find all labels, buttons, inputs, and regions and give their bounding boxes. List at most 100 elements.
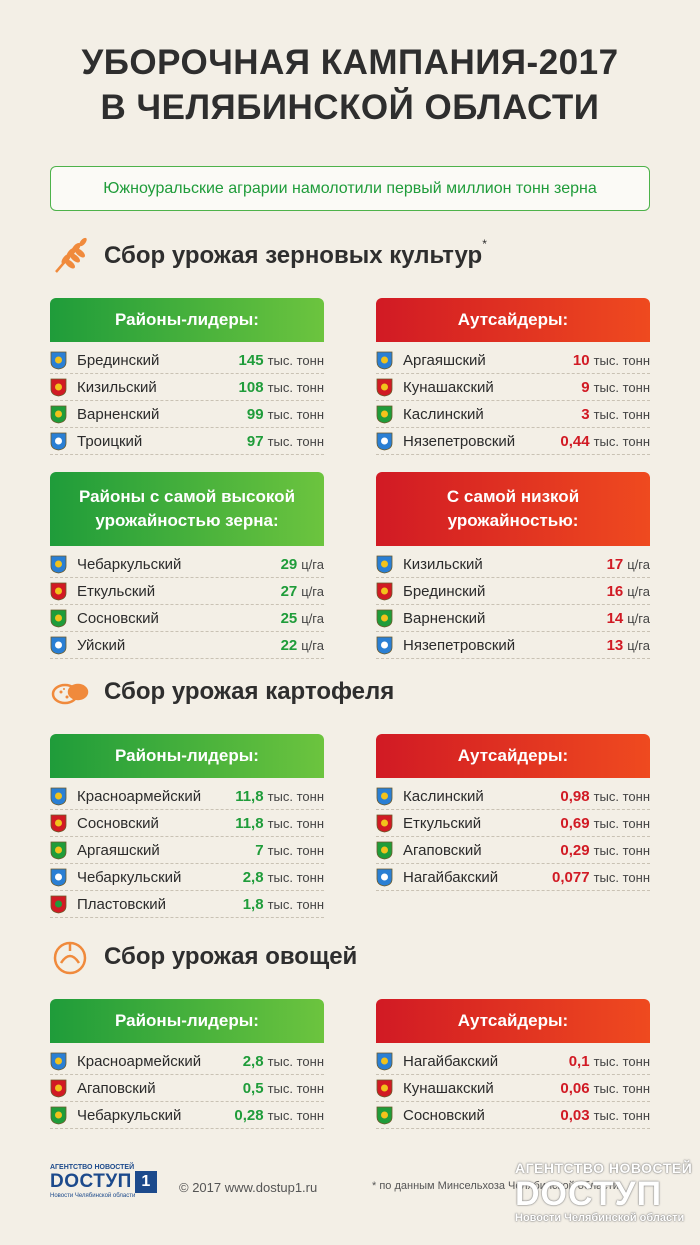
district-unit: тыс. тонн bbox=[267, 433, 324, 449]
logo-badge: 1 bbox=[134, 1171, 157, 1193]
district-unit: тыс. тонн bbox=[267, 1053, 324, 1069]
district-name: Нагайбакский bbox=[403, 1052, 499, 1070]
district-name: Сосновский bbox=[77, 814, 159, 832]
district-name: Агаповский bbox=[403, 841, 482, 859]
district-name: Брединский bbox=[403, 582, 486, 600]
district-value: 0,06 bbox=[560, 1079, 590, 1097]
district-name: Чебаркульский bbox=[77, 868, 182, 886]
district-crest-icon bbox=[376, 868, 393, 886]
district-crest-icon bbox=[376, 1106, 393, 1124]
district-value: 27 bbox=[280, 582, 298, 600]
district-crest-icon bbox=[50, 868, 67, 886]
district-unit: ц/га bbox=[301, 556, 324, 572]
district-unit: тыс. тонн bbox=[267, 1080, 324, 1096]
table-row: Варненский 99 тыс. тонн bbox=[50, 401, 324, 428]
district-value: 99 bbox=[246, 405, 264, 423]
watermark-top-text: АГЕНТСТВО НОВОСТЕЙ bbox=[515, 1160, 693, 1176]
district-value: 7 bbox=[255, 841, 264, 859]
district-value: 13 bbox=[606, 636, 624, 654]
panel-header: Аутсайдеры: bbox=[376, 298, 650, 342]
district-crest-icon bbox=[376, 1079, 393, 1097]
district-name: Кунашакский bbox=[403, 378, 494, 396]
district-crest-icon bbox=[376, 582, 393, 600]
district-unit: ц/га bbox=[627, 583, 650, 599]
watermark-sub-text: Новости Челябинской области bbox=[515, 1212, 685, 1224]
district-crest-icon bbox=[50, 1106, 67, 1124]
district-crest-icon bbox=[50, 405, 67, 423]
district-name: Варненский bbox=[403, 609, 486, 627]
district-value: 16 bbox=[606, 582, 624, 600]
district-value: 11,8 bbox=[235, 787, 264, 805]
subtitle-box: Южноуральские аграрии намолотили первый … bbox=[50, 166, 650, 211]
district-value: 97 bbox=[246, 432, 264, 450]
grain-section-title: Сбор урожая зерновых культур* bbox=[104, 237, 487, 269]
district-name: Троицкий bbox=[77, 432, 143, 450]
potato-icon bbox=[51, 683, 89, 705]
district-crest-icon bbox=[50, 1052, 67, 1070]
district-name: Нязепетровский bbox=[403, 636, 516, 654]
district-name: Аргаяшский bbox=[77, 841, 160, 859]
table-row: Чебаркульский 0,28 тыс. тонн bbox=[50, 1102, 324, 1129]
district-name: Чебаркульский bbox=[77, 1106, 182, 1124]
panel-header-line-1: С самой низкой bbox=[446, 487, 580, 506]
district-value: 0,29 bbox=[560, 841, 590, 859]
district-unit: тыс. тонн bbox=[267, 896, 324, 912]
panel-header: С самой низкой урожайностью: bbox=[376, 472, 650, 546]
district-name: Красноармейский bbox=[77, 787, 202, 805]
district-unit: ц/га bbox=[627, 637, 650, 653]
district-crest-icon bbox=[376, 405, 393, 423]
district-value: 0,5 bbox=[242, 1079, 264, 1097]
district-crest-icon bbox=[376, 432, 393, 450]
district-value: 0,69 bbox=[560, 814, 590, 832]
district-value: 2,8 bbox=[242, 1052, 264, 1070]
district-value: 17 bbox=[606, 555, 624, 573]
district-crest-icon bbox=[376, 609, 393, 627]
table-row: Чебаркульский 2,8 тыс. тонн bbox=[50, 864, 324, 891]
table-row: Аргаяшский 10 тыс. тонн bbox=[376, 347, 650, 374]
table-row: Нязепетровский 0,44 тыс. тонн bbox=[376, 428, 650, 455]
table-row: Красноармейский 2,8 тыс. тонн bbox=[50, 1048, 324, 1075]
district-crest-icon bbox=[376, 814, 393, 832]
district-unit: ц/га bbox=[301, 583, 324, 599]
district-crest-icon bbox=[50, 787, 67, 805]
table-row: Пластовский 1,8 тыс. тонн bbox=[50, 891, 324, 918]
footnote-mark: * bbox=[482, 237, 487, 251]
vegetables-leaders-panel: Районы-лидеры: Красноармейский 2,8 тыс. то… bbox=[50, 999, 324, 1129]
table-row: Кизильский 108 тыс. тонн bbox=[50, 374, 324, 401]
potato-outsiders-panel: Аутсайдеры: Каслинский 0,98 тыс. тонн Еткул… bbox=[376, 734, 650, 891]
district-name: Чебаркульский bbox=[77, 555, 182, 573]
panel-header: Районы-лидеры: bbox=[50, 298, 324, 342]
panel-header-line-2: урожайностью зерна: bbox=[95, 511, 279, 530]
district-name: Нагайбакский bbox=[403, 868, 499, 886]
district-value: 29 bbox=[280, 555, 298, 573]
district-unit: тыс. тонн bbox=[267, 352, 324, 368]
source-footnote: * по данным Минсельхоза Челябинской обла… bbox=[372, 1180, 619, 1192]
district-crest-icon bbox=[376, 841, 393, 859]
panel-header: Районы-лидеры: bbox=[50, 999, 324, 1043]
district-unit: тыс. тонн bbox=[593, 1053, 650, 1069]
district-unit: тыс. тонн bbox=[593, 869, 650, 885]
district-unit: ц/га bbox=[627, 610, 650, 626]
table-row: Нязепетровский 13 ц/га bbox=[376, 632, 650, 659]
potato-section-header: Сбор урожая картофеля bbox=[50, 672, 394, 712]
district-unit: тыс. тонн bbox=[267, 815, 324, 831]
district-unit: тыс. тонн bbox=[267, 1107, 324, 1123]
district-value: 1,8 bbox=[242, 895, 264, 913]
table-row: Агаповский 0,29 тыс. тонн bbox=[376, 837, 650, 864]
district-crest-icon bbox=[376, 787, 393, 805]
copyright-link[interactable]: © 2017 www.dostup1.ru bbox=[179, 1180, 318, 1195]
district-name: Каслинский bbox=[403, 787, 484, 805]
district-name: Еткульский bbox=[403, 814, 482, 832]
dostup-logo[interactable]: АГЕНТСТВО НОВОСТЕЙ DОСТУП 1 Новости Челя… bbox=[50, 1164, 157, 1199]
grain-section-header: Сбор урожая зерновых культур* bbox=[50, 236, 487, 276]
page-title: УБОРОЧНАЯ КАМПАНИЯ-2017 В ЧЕЛЯБИНСКОЙ ОБ… bbox=[0, 40, 700, 130]
district-name: Агаповский bbox=[77, 1079, 156, 1097]
table-row: Нагайбакский 0,1 тыс. тонн bbox=[376, 1048, 650, 1075]
district-value: 0,98 bbox=[560, 787, 590, 805]
panel-header-line-2: урожайностью: bbox=[447, 511, 579, 530]
district-value: 145 bbox=[238, 351, 264, 369]
district-value: 2,8 bbox=[242, 868, 264, 886]
district-unit: тыс. тонн bbox=[593, 379, 650, 395]
district-value: 3 bbox=[581, 405, 590, 423]
district-name: Еткульский bbox=[77, 582, 156, 600]
